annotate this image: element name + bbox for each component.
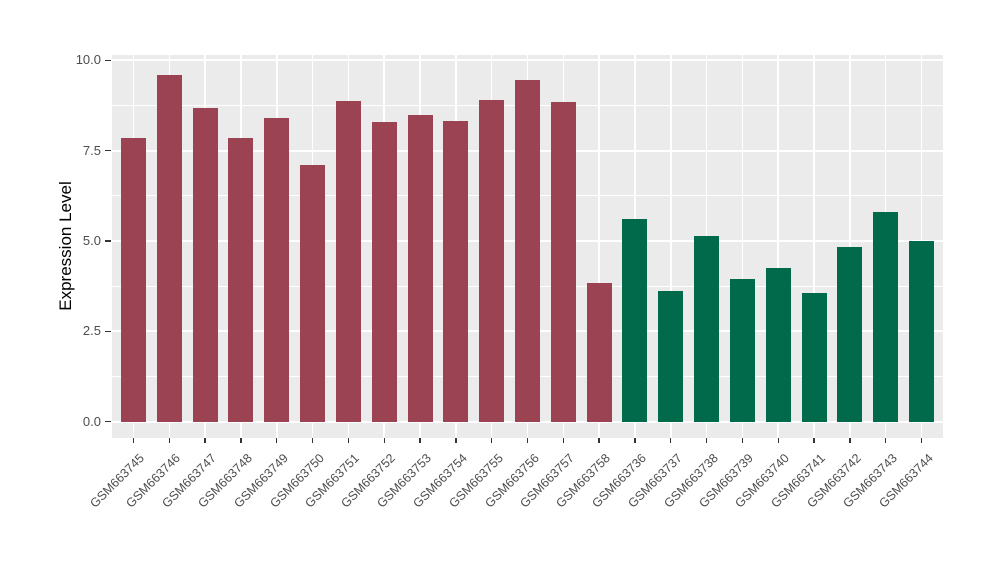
bar-GSM663745: [120, 138, 147, 422]
bar-GSM663755: [479, 100, 505, 422]
x-tick-mark: [168, 438, 170, 443]
x-tick-mark: [598, 438, 600, 443]
x-tick-mark: [813, 438, 815, 443]
v-gridline: [777, 55, 779, 438]
bar-GSM663738: [694, 235, 720, 422]
bar-GSM663747: [192, 108, 218, 422]
bar-GSM663742: [837, 246, 863, 422]
v-gridline: [813, 55, 815, 438]
x-tick-mark: [849, 438, 851, 443]
x-tick-mark: [526, 438, 529, 443]
x-tick-mark: [562, 438, 564, 443]
x-tick-mark: [884, 438, 887, 443]
y-tick-label: 5.0: [82, 233, 101, 249]
y-tick-mark: [105, 59, 111, 62]
bar-GSM663744: [908, 241, 935, 422]
x-tick-mark: [455, 438, 457, 443]
bar-GSM663750: [300, 165, 326, 422]
bar-GSM663741: [801, 293, 827, 422]
bar-GSM663737: [658, 290, 684, 422]
y-tick-label: 7.5: [82, 142, 101, 158]
x-tick-mark: [705, 438, 708, 443]
bar-GSM663753: [407, 114, 433, 422]
v-gridline: [670, 55, 672, 438]
y-tick-mark: [105, 240, 111, 242]
y-tick-label: 0.0: [82, 413, 101, 429]
bar-GSM663756: [514, 79, 541, 422]
x-tick-mark: [383, 438, 385, 443]
plot-panel: [112, 55, 943, 438]
x-tick-mark: [311, 438, 314, 443]
x-tick-mark: [670, 438, 672, 443]
v-gridline: [598, 55, 600, 438]
bar-GSM663736: [622, 219, 648, 422]
bar-GSM663739: [729, 279, 755, 422]
y-tick-mark: [105, 150, 111, 152]
x-tick-mark: [204, 438, 206, 443]
bar-GSM663757: [550, 101, 576, 422]
x-tick-mark: [419, 438, 421, 443]
v-gridline: [849, 55, 851, 438]
y-tick-label: 2.5: [82, 323, 101, 339]
bar-GSM663746: [156, 74, 182, 422]
x-tick-mark: [920, 438, 923, 443]
x-tick-mark: [132, 438, 135, 443]
x-tick-mark: [777, 438, 779, 443]
bar-GSM663751: [335, 101, 361, 422]
v-gridline: [741, 55, 744, 438]
x-tick-mark: [240, 438, 242, 443]
x-tick-mark: [741, 438, 744, 443]
bar-GSM663758: [586, 283, 612, 422]
bar-GSM663743: [873, 212, 899, 422]
bar-GSM663752: [371, 121, 397, 422]
bar-GSM663754: [443, 121, 469, 422]
y-tick-mark: [105, 421, 111, 423]
x-tick-mark: [634, 438, 636, 443]
x-tick-mark: [490, 438, 493, 443]
bar-GSM663749: [264, 117, 290, 422]
y-tick-label: 10.0: [75, 52, 101, 68]
y-tick-mark: [105, 330, 111, 333]
bar-GSM663740: [765, 267, 791, 422]
bar-GSM663748: [228, 138, 254, 422]
x-tick-mark: [347, 438, 350, 443]
x-tick-mark: [276, 438, 278, 443]
